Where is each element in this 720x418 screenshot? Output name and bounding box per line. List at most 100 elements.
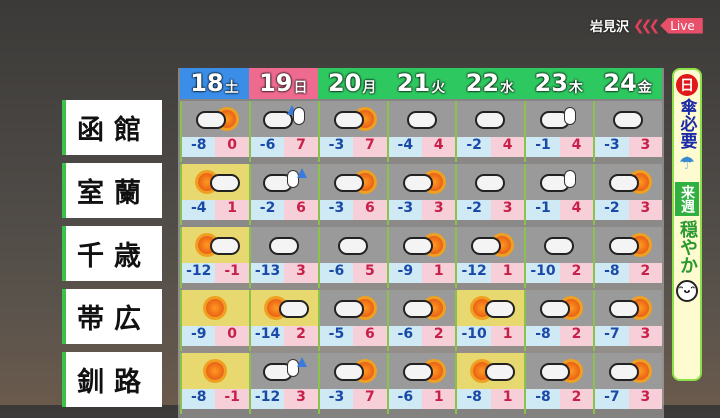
location-label: 岩見沢 — [590, 20, 630, 35]
low-temp: -3 — [319, 389, 354, 409]
snowman-icon — [564, 170, 577, 188]
forecast-cell: -4 4 — [386, 101, 456, 162]
temperature-pair: -4 1 — [182, 200, 249, 220]
high-temp: 2 — [559, 263, 594, 283]
day-weekday: 土 — [224, 80, 239, 96]
temperature-pair: -8 2 — [526, 326, 594, 346]
city-label: 帯広 — [62, 289, 162, 344]
city-label: 室蘭 — [62, 163, 162, 218]
cloud-icon — [333, 111, 364, 129]
high-temp: 3 — [490, 200, 525, 220]
weather-icon-cloudy-sunny — [319, 164, 387, 200]
temperature-pair: -7 3 — [595, 326, 663, 346]
snowman-icon — [286, 359, 299, 377]
weather-icon-cloudy-sunny — [595, 353, 663, 389]
weather-icon-cloudy — [250, 227, 318, 263]
forecast-row: -12 -1 -13 3 -6 5 -9 1 -12 1 -10 2 -8 2 — [180, 225, 663, 288]
weather-icon-cloudy — [457, 164, 525, 200]
calm-text: 穏やか — [677, 220, 698, 274]
sunday-badge: 日 — [676, 74, 698, 96]
low-temp: -2 — [595, 200, 629, 220]
high-temp: 2 — [284, 326, 318, 346]
rain-icon — [296, 357, 307, 367]
weather-icon-cloudy-sunny — [595, 164, 663, 200]
low-temp: -8 — [526, 326, 560, 346]
forecaster-face-icon: ᵔᴗᵔ — [676, 280, 698, 302]
temperature-pair: -3 3 — [595, 137, 663, 157]
day-header: 22 水 — [455, 68, 525, 99]
high-temp: 2 — [422, 326, 456, 346]
forecast-cell: -3 6 — [317, 164, 387, 225]
temperature-pair: -1 4 — [526, 137, 594, 157]
day-date: 24 — [603, 69, 637, 97]
weather-icon-cloudy — [388, 101, 456, 137]
low-temp: -4 — [182, 200, 216, 220]
cloud-icon — [333, 300, 364, 318]
low-temp: -7 — [595, 389, 629, 409]
temperature-pair: -2 4 — [457, 137, 525, 157]
cloud-icon — [540, 363, 571, 381]
weather-icon-cloudy-sunny — [182, 101, 249, 137]
cloud-icon — [609, 237, 640, 255]
live-badge: Live — [660, 17, 703, 34]
temperature-pair: -3 3 — [388, 200, 456, 220]
high-temp: -1 — [215, 263, 249, 283]
high-temp: 1 — [422, 263, 456, 283]
day-header: 19 日 — [248, 68, 318, 99]
temperature-pair: -5 6 — [319, 326, 387, 346]
forecast-cell: -8 2 — [593, 227, 663, 288]
temperature-pair: -4 4 — [388, 137, 456, 157]
cloud-icon — [402, 237, 433, 255]
low-temp: -1 — [526, 137, 560, 157]
day-date: 19 — [259, 69, 293, 97]
weather-icon-cloudy-sunny — [319, 290, 387, 326]
high-temp: 3 — [628, 326, 663, 346]
weather-icon-cloudy-sunny — [595, 290, 663, 326]
cloud-icon — [485, 300, 516, 318]
low-temp: -3 — [388, 200, 423, 220]
forecast-cell: -8 -1 — [180, 353, 249, 414]
high-temp: 6 — [353, 200, 387, 220]
high-temp: 3 — [284, 389, 318, 409]
low-temp: -12 — [457, 263, 491, 283]
forecast-cell: -10 2 — [524, 227, 594, 288]
forecast-cell: -3 3 — [593, 101, 663, 162]
cloud-icon — [210, 174, 240, 192]
day-header: 23 木 — [524, 68, 594, 99]
forecast-cell: -3 3 — [386, 164, 456, 225]
weather-icon-cloudy-snow — [526, 101, 594, 137]
sun-icon — [206, 362, 224, 380]
forecast-row: -9 0 -14 2 -5 6 -6 2 -10 1 -8 2 -7 3 — [180, 288, 663, 351]
temperature-pair: -2 3 — [457, 200, 525, 220]
temperature-pair: -2 6 — [250, 200, 318, 220]
low-temp: -10 — [457, 326, 491, 346]
high-temp: 3 — [422, 200, 456, 220]
low-temp: -2 — [457, 200, 491, 220]
weather-icon-cloudy-snow-rain — [250, 353, 318, 389]
city-label: 函館 — [62, 100, 162, 155]
temperature-pair: -8 0 — [182, 137, 249, 157]
forecast-cell: -6 5 — [317, 227, 387, 288]
low-temp: -7 — [595, 326, 629, 346]
date-header: 18 土 19 日 20 月 21 火 22 水 23 木 24 金 — [180, 68, 663, 99]
weather-icon-sunny-cloudy — [457, 353, 525, 389]
temperature-pair: -13 3 — [250, 263, 318, 283]
forecast-cell: -9 0 — [180, 290, 249, 351]
day-weekday: 金 — [637, 80, 652, 96]
low-temp: -6 — [319, 263, 354, 283]
low-temp: -9 — [182, 326, 216, 346]
city-label: 千歳 — [62, 226, 162, 281]
forecast-cell: -10 1 — [455, 290, 525, 351]
high-temp: 7 — [353, 137, 387, 157]
forecast-cell: -8 1 — [455, 353, 525, 414]
weather-icon-cloudy-sunny — [526, 290, 594, 326]
day-weekday: 日 — [293, 80, 308, 96]
forecast-grid: 18 土 19 日 20 月 21 火 22 水 23 木 24 金 -8 0 -6 7 -3 7 -4 4 -2 4 -1 4… — [178, 68, 664, 418]
high-temp: 4 — [490, 137, 525, 157]
low-temp: -8 — [595, 263, 629, 283]
day-header: 20 月 — [317, 68, 387, 99]
low-temp: -8 — [182, 389, 216, 409]
cloud-icon — [268, 237, 299, 255]
day-weekday: 木 — [568, 80, 583, 96]
temperature-pair: -12 3 — [250, 389, 318, 409]
